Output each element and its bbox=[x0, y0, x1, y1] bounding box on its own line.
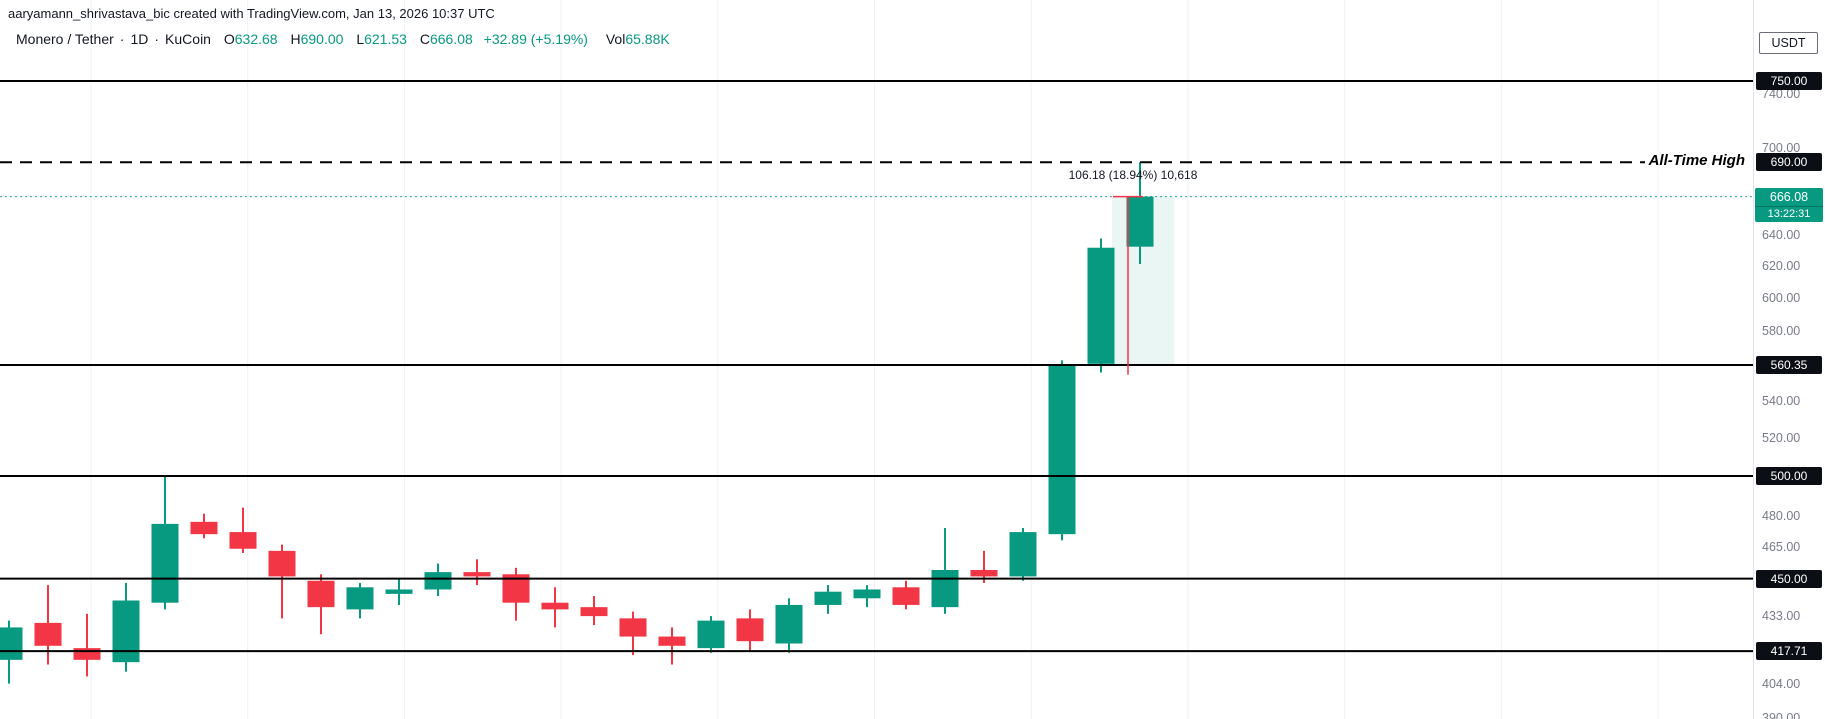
price-tick-label: 433.00 bbox=[1762, 609, 1801, 624]
candle-body bbox=[1126, 196, 1154, 247]
candlestick-chart[interactable] bbox=[0, 0, 1753, 719]
candle-body bbox=[112, 600, 140, 663]
candle-body bbox=[736, 618, 764, 642]
chart-legend: Monero / Tether · 1D · KuCoin O632.68 H690.0… bbox=[16, 31, 670, 47]
interval-label[interactable]: 1D bbox=[130, 31, 149, 47]
low-label: L bbox=[356, 31, 365, 47]
price-tick-label: 740.00 bbox=[1762, 87, 1801, 102]
candle-body bbox=[34, 622, 62, 646]
current-price-value: 666.08 bbox=[1755, 187, 1823, 206]
candle-body bbox=[190, 521, 218, 535]
candle-body bbox=[697, 620, 725, 649]
exchange-label[interactable]: KuCoin bbox=[165, 31, 211, 47]
price-tick-label: 580.00 bbox=[1762, 324, 1801, 339]
close-label: C bbox=[419, 31, 430, 47]
price-axis[interactable]: USDT 740.00 700.00 640.00 620.00 600.00 580.0… bbox=[1753, 0, 1825, 719]
gridlines bbox=[90, 0, 1659, 719]
candle-body bbox=[580, 607, 608, 617]
candles bbox=[0, 162, 1154, 684]
currency-button[interactable]: USDT bbox=[1759, 32, 1818, 54]
high-value: 690.00 bbox=[300, 31, 344, 47]
candle-body bbox=[658, 636, 686, 646]
price-tick-label: 480.00 bbox=[1762, 508, 1801, 523]
open-label: O bbox=[223, 31, 235, 47]
legend-separator: · bbox=[119, 31, 125, 47]
price-line-badge: 690.00 bbox=[1756, 153, 1822, 172]
volume-label: Vol bbox=[605, 31, 626, 47]
close-value: 666.08 bbox=[429, 31, 473, 47]
current-price-badge: 666.08 13:22:31 bbox=[1755, 187, 1823, 222]
price-tick-label: 600.00 bbox=[1762, 291, 1801, 306]
candle-body bbox=[775, 604, 803, 644]
candle-body bbox=[0, 627, 23, 660]
candle-body bbox=[814, 591, 842, 605]
candle-body bbox=[892, 587, 920, 605]
change-value: +32.89 (+5.19%) bbox=[483, 31, 588, 47]
price-tick-label: 620.00 bbox=[1762, 259, 1801, 274]
candle-body bbox=[853, 589, 881, 599]
price-line-badge: 450.00 bbox=[1756, 569, 1822, 588]
price-line-badge: 750.00 bbox=[1756, 71, 1822, 90]
candle-body bbox=[151, 523, 179, 603]
horizontal-level-lines[interactable] bbox=[0, 79, 1753, 653]
price-line-badge: 417.71 bbox=[1756, 642, 1822, 661]
low-value: 621.53 bbox=[364, 31, 407, 47]
price-tick-label: 640.00 bbox=[1762, 228, 1801, 243]
candle-body bbox=[307, 580, 335, 608]
candle-body bbox=[1009, 532, 1037, 577]
price-line-badge: 500.00 bbox=[1756, 466, 1822, 485]
candle-body bbox=[229, 532, 257, 549]
candle-body bbox=[385, 589, 413, 594]
candle-body bbox=[541, 602, 569, 610]
candle-body bbox=[73, 648, 101, 660]
candle-body bbox=[346, 587, 374, 610]
candle-body bbox=[463, 572, 491, 577]
bar-countdown: 13:22:31 bbox=[1755, 205, 1823, 222]
price-tick-label: 540.00 bbox=[1762, 393, 1801, 408]
legend-separator: · bbox=[154, 31, 160, 47]
price-tick-label: 465.00 bbox=[1762, 539, 1801, 554]
price-tick-label: 700.00 bbox=[1762, 141, 1801, 156]
price-tick-label: 520.00 bbox=[1762, 430, 1801, 445]
all-time-high-label[interactable]: All-Time High bbox=[1645, 152, 1748, 170]
candle-body bbox=[619, 618, 647, 637]
candle-body bbox=[268, 550, 296, 577]
price-range-measure-label[interactable]: 106.18 (18.94%) 10,618 bbox=[1068, 168, 1198, 182]
symbol-name[interactable]: Monero / Tether bbox=[16, 31, 114, 47]
price-tick-label: 390.00 bbox=[1762, 711, 1801, 719]
high-label: H bbox=[290, 31, 301, 47]
candle-body bbox=[424, 572, 452, 590]
volume-value: 65.88K bbox=[625, 31, 670, 47]
candle-body bbox=[970, 569, 998, 577]
attribution-text: aaryamann_shrivastava_bic created with T… bbox=[8, 6, 495, 21]
candle-body bbox=[931, 569, 959, 608]
candle-body bbox=[1048, 364, 1076, 535]
price-line-badge: 560.35 bbox=[1756, 355, 1822, 374]
open-value: 632.68 bbox=[234, 31, 278, 47]
candle-body bbox=[1087, 247, 1115, 364]
price-tick-label: 404.00 bbox=[1762, 676, 1801, 691]
